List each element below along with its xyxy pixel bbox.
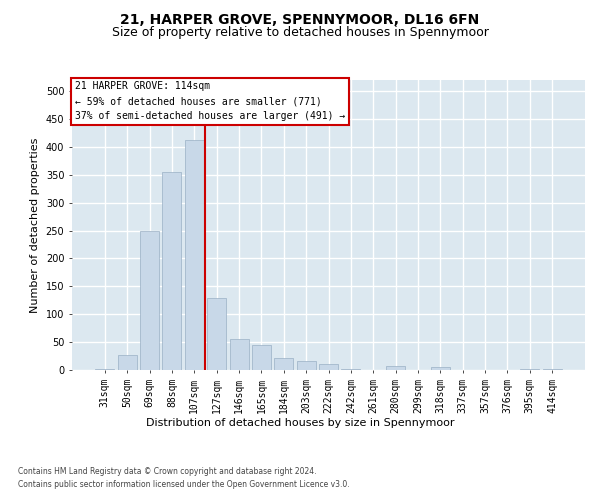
Bar	[431, 367, 450, 370]
Text: 21 HARPER GROVE: 114sqm
← 59% of detached houses are smaller (771)
37% of semi-d: 21 HARPER GROVE: 114sqm ← 59% of detache…	[74, 82, 345, 121]
Bar	[274, 358, 293, 370]
Text: Distribution of detached houses by size in Spennymoor: Distribution of detached houses by size …	[146, 418, 454, 428]
Bar	[386, 366, 405, 370]
Y-axis label: Number of detached properties: Number of detached properties	[30, 138, 40, 312]
Text: Contains HM Land Registry data © Crown copyright and database right 2024.: Contains HM Land Registry data © Crown c…	[18, 467, 317, 476]
Text: Size of property relative to detached houses in Spennymoor: Size of property relative to detached ho…	[112, 26, 488, 39]
Bar	[319, 364, 338, 370]
Bar	[163, 172, 181, 370]
Bar	[207, 298, 226, 370]
Bar	[185, 140, 204, 370]
Bar	[252, 345, 271, 370]
Bar	[296, 360, 316, 370]
Text: Contains public sector information licensed under the Open Government Licence v3: Contains public sector information licen…	[18, 480, 350, 489]
Bar	[230, 340, 248, 370]
Text: 21, HARPER GROVE, SPENNYMOOR, DL16 6FN: 21, HARPER GROVE, SPENNYMOOR, DL16 6FN	[121, 12, 479, 26]
Bar	[95, 369, 115, 370]
Bar	[118, 355, 137, 370]
Bar	[140, 230, 159, 370]
Bar	[341, 369, 361, 370]
